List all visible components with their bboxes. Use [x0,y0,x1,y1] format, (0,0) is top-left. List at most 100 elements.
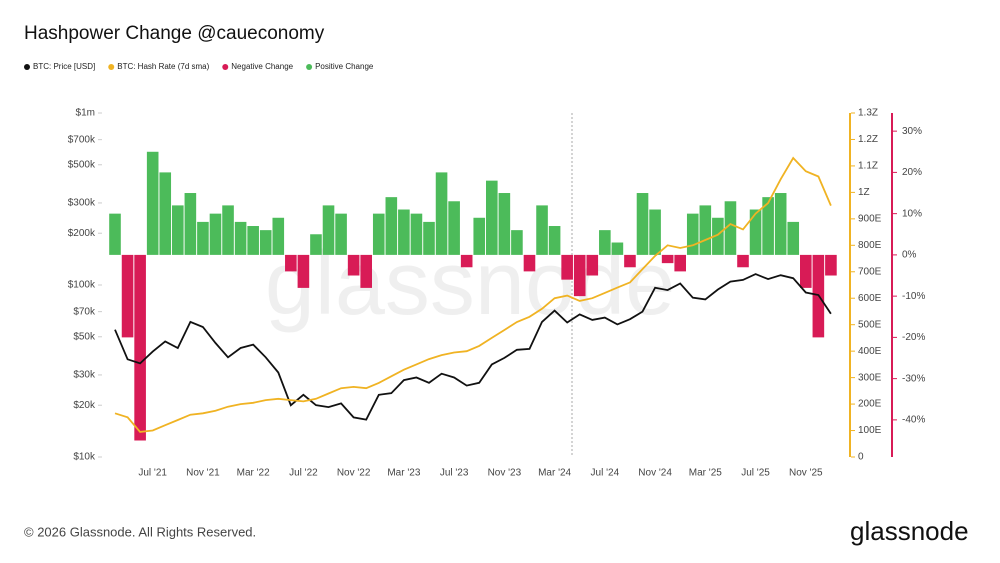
change-bar [661,254,674,264]
change-bar [209,213,222,255]
x-tick-label: Mar '22 [237,468,270,479]
y-tick-label: $100k [68,280,96,291]
y2-tick-label: 1.2Z [858,134,878,145]
y2-tick-label: 100E [858,425,882,436]
change-bar [774,193,787,255]
y2-tick-label: 400E [858,346,882,357]
change-bar [385,197,398,255]
change-bar [712,217,724,255]
x-tick-label: Jul '24 [591,468,620,479]
change-bar [109,213,121,255]
change-bar [435,172,448,255]
change-bar [121,254,134,338]
y2-tick-label: 500E [858,319,882,330]
change-bar [146,151,159,255]
change-bar [322,205,335,255]
y2-tick-label: 1.1Z [858,161,878,172]
x-tick-label: Mar '25 [689,468,722,479]
x-tick-label: Jul '21 [138,468,167,479]
y2-tick-label: 800E [858,240,882,251]
change-bar [460,254,473,268]
change-bar [762,197,774,255]
change-bar [800,254,812,288]
change-bar [825,254,837,276]
change-bar [398,209,410,255]
legend-swatch [24,64,30,70]
y-tick-label: $20k [73,400,96,411]
change-bar [536,205,548,255]
change-bar [561,254,573,280]
chart-title: Hashpower Change @caueconomy [24,23,325,44]
legend-label: Negative Change [231,62,293,71]
change-bar [285,254,297,272]
x-tick-label: Mar '24 [538,468,571,479]
y-tick-label: $30k [73,370,96,381]
change-bar [486,180,498,255]
legend-swatch [108,64,115,70]
change-bar [410,213,423,255]
x-tick-label: Jul '23 [440,468,469,479]
change-bar [360,254,372,288]
change-bar [624,254,636,268]
legend-label: Positive Change [315,62,374,71]
change-bar [473,217,486,255]
change-bar [310,234,322,255]
y3-tick-label: 10% [902,208,922,219]
change-bar [247,226,259,255]
change-bar [686,213,699,255]
change-bar [184,193,197,255]
legend-label: BTC: Hash Rate (7d sma) [117,62,209,71]
change-bar [172,205,184,255]
legend-label: BTC: Price [USD] [33,62,95,71]
brand: glassnode [850,516,969,546]
y3-tick-label: -20% [902,332,925,343]
change-bar [787,221,800,255]
legend-swatch [306,64,313,70]
y-tick-label: $300k [68,198,96,209]
y-tick-label: $200k [68,228,96,239]
change-bar [134,254,146,441]
change-bar [222,205,234,255]
change-bar [372,213,385,255]
y-tick-label: $10k [73,452,96,463]
y3-tick-label: -40% [902,415,925,426]
x-tick-label: Jul '25 [741,468,770,479]
y2-tick-label: 600E [858,293,882,304]
change-bar [335,213,347,255]
y2-tick-label: 300E [858,372,882,383]
legend-swatch [222,64,229,70]
x-tick-label: Mar '23 [387,468,420,479]
y3-tick-label: -30% [902,373,925,384]
change-bar [523,254,536,272]
change-bar [611,242,624,255]
change-bar [586,254,599,276]
change-bar [636,193,649,255]
change-bar [272,217,285,255]
y-tick-label: $500k [68,159,96,170]
change-bar [649,209,661,255]
footer: © 2026 Glassnode. All Rights Reserved. [24,524,256,539]
change-bar [599,230,611,255]
y3-tick-label: 30% [902,126,922,137]
change-bar [511,230,523,255]
y-tick-label: $70k [73,306,96,317]
y3-tick-label: -10% [902,291,925,302]
change-bar [423,221,435,255]
change-bar [674,254,686,272]
x-tick-label: Nov '21 [186,468,220,479]
change-bar [737,254,749,268]
change-bar [197,221,209,255]
x-tick-label: Nov '25 [789,468,823,479]
change-bar [347,254,360,276]
x-tick-label: Jul '22 [289,468,318,479]
change-bar [548,226,561,255]
y2-tick-label: 0 [858,452,864,463]
x-tick-label: Nov '24 [638,468,672,479]
series-line [114,156,832,433]
x-tick-label: Nov '22 [337,468,371,479]
y-tick-label: $1m [76,108,95,119]
y2-tick-label: 1.3Z [858,108,878,119]
change-bar [234,221,247,255]
y2-tick-label: 200E [858,399,882,410]
y2-tick-label: 900E [858,213,882,224]
